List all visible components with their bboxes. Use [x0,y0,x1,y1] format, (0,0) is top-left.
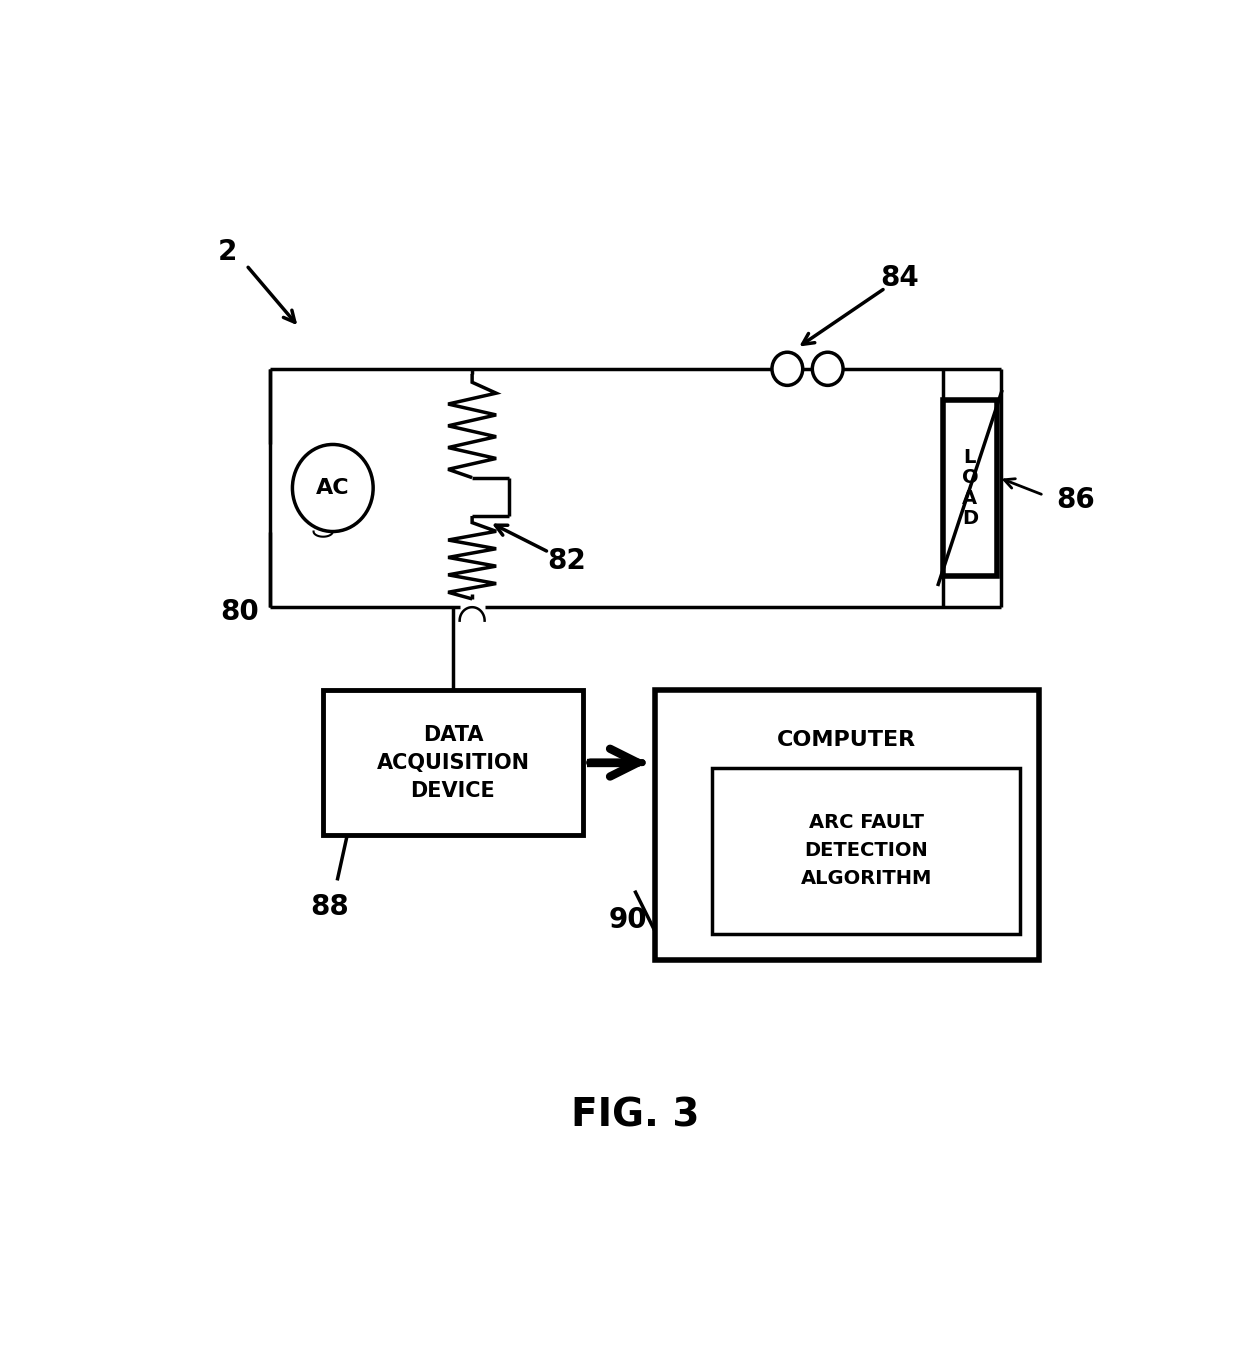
Text: 88: 88 [310,894,350,921]
Text: 2: 2 [217,238,237,265]
Bar [712,767,1021,934]
Text: 80: 80 [221,599,259,626]
Text: AC: AC [316,478,350,498]
Circle shape [293,444,373,532]
Bar [655,690,1039,960]
Text: 86: 86 [1056,486,1095,514]
Circle shape [773,353,802,385]
Bar [942,400,997,576]
Text: ARC FAULT
DETECTION
ALGORITHM: ARC FAULT DETECTION ALGORITHM [801,813,931,888]
Text: 90: 90 [609,906,647,934]
Text: 82: 82 [547,546,585,575]
Text: L
O
A
D: L O A D [961,448,978,528]
Text: FIG. 3: FIG. 3 [572,1096,699,1135]
Bar [324,690,583,835]
Text: 5: 5 [1018,832,1038,860]
Text: DATA
ACQUISITION
DEVICE: DATA ACQUISITION DEVICE [377,724,529,801]
Text: 84: 84 [880,264,919,292]
Text: COMPUTER: COMPUTER [777,730,916,750]
Circle shape [812,353,843,385]
